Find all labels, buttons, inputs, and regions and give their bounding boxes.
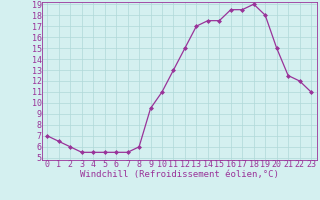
X-axis label: Windchill (Refroidissement éolien,°C): Windchill (Refroidissement éolien,°C) xyxy=(80,170,279,179)
